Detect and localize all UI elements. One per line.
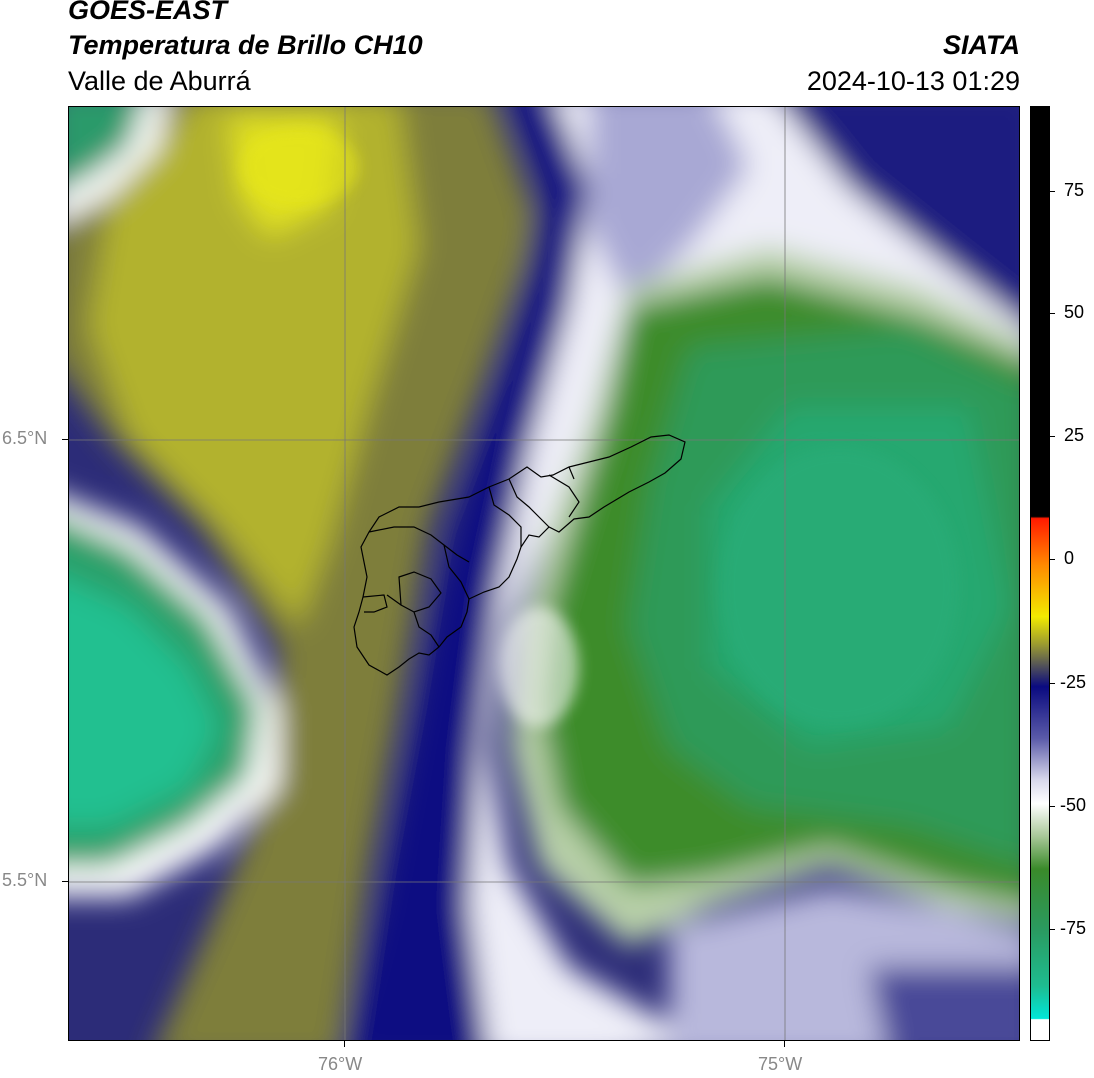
cbar-label-neg50: -50 [1060,795,1087,815]
municipal-boundaries [353,434,686,676]
cbar-label-neg25: -25 [1060,672,1087,692]
colorbar-gradient [1031,107,1049,1040]
region-label: Valle de Aburrá [68,66,251,96]
cbar-tick-75 [1050,191,1055,192]
cbar-tick-0 [1050,559,1055,560]
lat-label-5-5n: 5.5°N [2,870,48,890]
cbar-tick-25 [1050,436,1055,437]
cbar-tick-50 [1050,313,1055,314]
xtick-76w [344,1041,345,1047]
timestamp-label: 2024-10-13 01:29 [806,66,1020,96]
lon-label-76w: 76°W [318,1054,363,1074]
title-product: Temperatura de Brillo CH10 [68,30,423,60]
lon-label-75w: 75°W [758,1054,803,1074]
cbar-tick-neg75 [1050,929,1055,930]
cbar-tick-neg50 [1050,806,1055,807]
cbar-label-50: 50 [1064,302,1085,322]
xtick-75w [784,1041,785,1047]
cbar-label-75: 75 [1064,180,1085,200]
colorbar [1030,106,1050,1041]
map-canvas [69,107,1019,1040]
cbar-tick-neg25 [1050,683,1055,684]
satellite-map[interactable] [68,106,1020,1041]
cbar-label-neg75: -75 [1060,918,1087,938]
ytick-5-5n [62,881,68,882]
title-satellite: GOES-EAST [68,0,228,25]
ytick-6-5n [62,439,68,440]
lat-label-6-5n: 6.5°N [2,428,48,448]
cbar-label-25: 25 [1064,425,1085,445]
cbar-label-0: 0 [1064,548,1075,568]
organization-label: SIATA [943,30,1020,60]
